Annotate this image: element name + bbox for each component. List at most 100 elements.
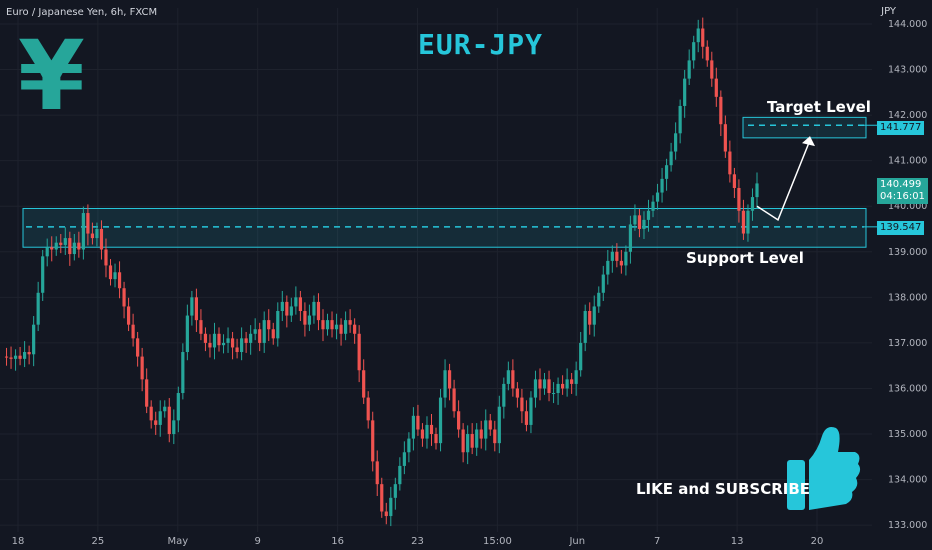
y-tick-label: 139.000: [888, 247, 927, 258]
candle-body: [312, 301, 316, 316]
candle-body: [592, 306, 596, 325]
candle-body: [36, 292, 40, 325]
candlestick-series: [4, 17, 759, 527]
candle-body: [750, 197, 755, 211]
candle-body: [4, 356, 9, 358]
candle-body: [655, 192, 660, 202]
candle-body: [167, 406, 171, 435]
candle-body: [732, 174, 736, 188]
y-tick-label: 142.000: [888, 110, 927, 121]
candle-body: [357, 333, 361, 371]
candle-body: [149, 406, 153, 421]
candle-body: [343, 320, 348, 334]
candle-body: [683, 78, 687, 106]
candle-body: [176, 393, 180, 421]
candle-body: [9, 357, 13, 359]
candle-body: [588, 311, 592, 325]
candle-body: [755, 183, 759, 198]
candle-body: [411, 415, 416, 439]
candle-body: [27, 352, 31, 355]
candle-body: [637, 215, 642, 229]
candle-body: [90, 233, 95, 239]
candle-body: [194, 297, 199, 321]
candle-body: [429, 424, 434, 435]
candle-body: [615, 251, 619, 261]
candle-body: [457, 411, 461, 430]
candle-body: [126, 306, 131, 325]
candle-body: [77, 242, 81, 250]
candle-body: [520, 397, 524, 412]
candle-body: [560, 383, 565, 389]
candle-body: [551, 393, 556, 395]
yen-symbol: ¥: [18, 20, 85, 132]
candle-body: [633, 215, 637, 225]
candle-body: [606, 260, 610, 275]
candle-body: [136, 338, 140, 357]
candle-body: [163, 406, 167, 412]
candle-body: [122, 288, 126, 307]
chart-grid: [0, 8, 872, 532]
candle-body: [547, 379, 551, 394]
candle-body: [723, 124, 727, 152]
candle-body: [353, 324, 357, 334]
candle-body: [407, 438, 411, 453]
candle-body: [59, 242, 63, 245]
symbol-header: Euro / Japanese Yen, 6h, FXCM: [6, 7, 158, 18]
current-price-value: 140.499: [880, 179, 922, 190]
candle-body: [258, 329, 262, 343]
candle-body: [493, 429, 497, 444]
candle-body: [45, 247, 49, 257]
candle-body: [212, 333, 217, 348]
candle-body: [145, 379, 149, 407]
candle-body: [420, 429, 425, 439]
candle-body: [714, 78, 718, 97]
candle-body: [158, 411, 162, 425]
candle-body: [642, 219, 646, 229]
candle-body: [366, 397, 370, 421]
candle-body: [583, 311, 587, 343]
candle-body: [95, 228, 99, 239]
candle-body: [316, 301, 321, 321]
candle-body: [348, 320, 352, 325]
projection-arrowhead: [802, 136, 815, 147]
y-tick-label: 141.000: [888, 156, 927, 167]
y-tick-label: 138.000: [888, 292, 927, 303]
candle-body: [393, 484, 397, 498]
candle-body: [502, 383, 506, 407]
time-axis[interactable]: 18 25 May 9 16 23 15:00 Jun 7 13 20: [12, 536, 824, 547]
candle-body: [538, 379, 542, 389]
candle-body: [253, 329, 257, 334]
level-zones: [22, 116, 877, 248]
y-tick-label: 140.000: [888, 201, 927, 212]
candle-body: [696, 28, 700, 43]
candle-body: [276, 311, 280, 339]
candle-body: [506, 370, 510, 384]
candle-body: [416, 415, 420, 430]
candle-body: [140, 356, 144, 380]
candle-body: [32, 324, 36, 355]
support-price-badge: 139.547: [877, 221, 925, 235]
candle-body: [746, 210, 750, 234]
candle-body: [99, 228, 104, 250]
candle-body: [628, 224, 633, 252]
x-tick-label: 9: [255, 536, 261, 547]
candle-body: [384, 511, 388, 517]
candle-body: [434, 434, 438, 444]
candle-body: [488, 420, 492, 430]
candle-body: [280, 301, 284, 312]
candle-body: [542, 379, 547, 389]
candle-body: [41, 256, 45, 293]
candle-body: [208, 342, 212, 348]
candle-body: [113, 272, 117, 280]
countdown-value: 04:16:01: [880, 191, 925, 202]
x-tick-label: Jun: [568, 536, 585, 547]
candle-body: [294, 297, 298, 307]
candle-body: [438, 397, 443, 444]
price-axis[interactable]: 133.000 134.000 135.000 136.000 137.000 138.0…: [888, 19, 927, 531]
candle-body: [285, 301, 289, 316]
candle-body: [226, 338, 230, 343]
candle-body: [674, 133, 678, 152]
candle-body: [321, 320, 325, 330]
candle-body: [50, 247, 54, 250]
